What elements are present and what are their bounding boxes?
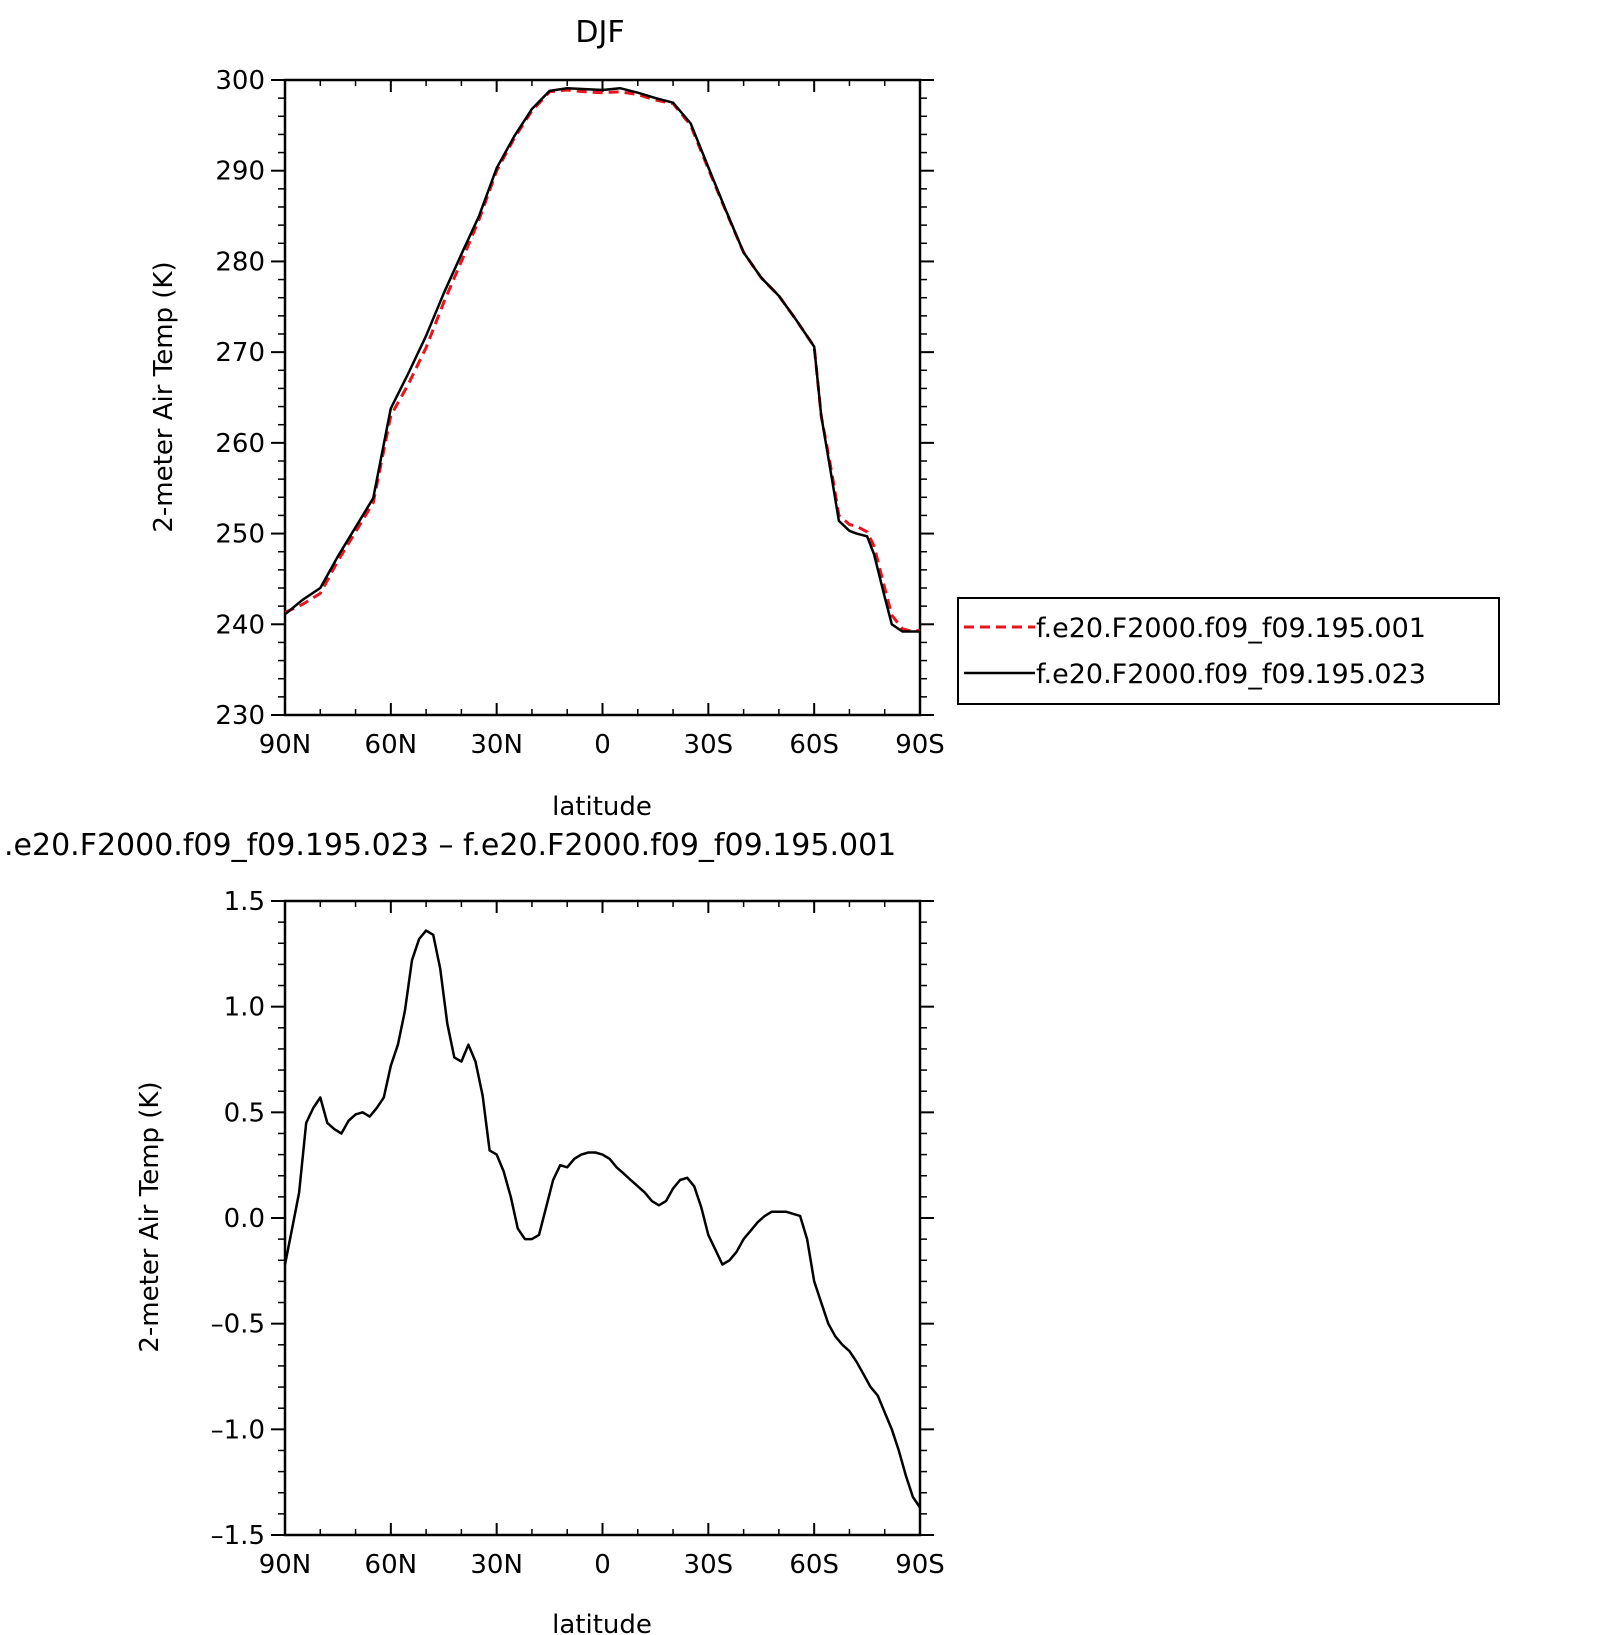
chart-2-y-axis-label: 2-meter Air Temp (K) [135,1081,165,1352]
chart-1-x-tick-labels: 90N 60N 30N 0 30S 60S 90S [259,730,945,760]
y-tick-label: 230 [215,701,265,731]
x-tick-label: 90N [259,730,312,760]
legend-label-series-1: f.e20.F2000.f09_f09.195.001 [1036,613,1426,644]
chart-2-title: .e20.F2000.f09_f09.195.023 – f.e20.F2000… [4,828,896,863]
legend-box [957,597,1500,705]
series-line-1 [284,88,920,633]
y-tick-label: 1.5 [224,887,265,917]
y-tick-label: 0.0 [224,1204,265,1234]
x-tick-label: 0 [594,730,611,760]
chart-1-y-axis-label: 2-meter Air Temp (K) [149,261,179,532]
chart-1-x-axis-label: latitude [552,792,652,822]
chart-panel-1: DJF 90N 60N 30N 0 30S 60S 90S 2302402502602702… [149,15,1500,822]
y-tick-label: 240 [215,610,265,640]
y-tick-label: –1.5 [211,1521,265,1551]
y-tick-label: –0.5 [211,1310,265,1340]
y-tick-label: 270 [215,338,265,368]
chart-2-plot-frame [283,899,922,1537]
y-tick-label: 300 [215,66,265,96]
x-tick-label: 60S [789,1550,839,1580]
chart-1-legend: f.e20.F2000.f09_f09.195.001 f.e20.F2000.… [957,597,1500,705]
y-tick-label: 1.0 [224,993,265,1023]
x-tick-label: 30S [684,730,734,760]
chart-2-y-tick-labels: 1.5 1.0 0.5 0.0 –0.5 –1.0 –1.5 [211,887,265,1551]
legend-label-series-2: f.e20.F2000.f09_f09.195.023 [1036,659,1426,690]
x-tick-label: 30S [684,1550,734,1580]
chart-1-ticks [271,79,934,716]
x-tick-label: 60S [789,730,839,760]
y-tick-label: –1.0 [211,1415,265,1445]
x-tick-label: 90S [895,730,945,760]
y-tick-label: 0.5 [224,1098,265,1128]
chart-2-ticks [271,900,934,1536]
y-tick-label: 290 [215,157,265,187]
chart-2-x-axis-label: latitude [552,1610,652,1635]
x-tick-label: 60N [365,1550,418,1580]
chart-2-x-tick-labels: 90N 60N 30N 0 30S 60S 90S [259,1550,945,1580]
y-tick-label: 260 [215,429,265,459]
chart-1-series-lines [284,86,920,633]
chart-panel-2: .e20.F2000.f09_f09.195.023 – f.e20.F2000… [4,828,945,1635]
y-tick-label: 250 [215,520,265,550]
x-tick-label: 90S [895,1550,945,1580]
chart-1-plot-frame [283,78,922,717]
chart-2-series-lines [283,929,922,1509]
series-line-2 [284,86,920,633]
x-tick-label: 30N [470,730,523,760]
x-tick-label: 60N [365,730,418,760]
x-tick-label: 90N [259,1550,312,1580]
chart-1-y-tick-labels: 230 240 250 260 270 280 290 300 [215,66,265,731]
y-tick-label: 280 [215,247,265,277]
x-tick-label: 30N [470,1550,523,1580]
series-line-1 [283,929,922,1509]
x-tick-label: 0 [594,1550,611,1580]
chart-1-title: DJF [575,15,624,50]
